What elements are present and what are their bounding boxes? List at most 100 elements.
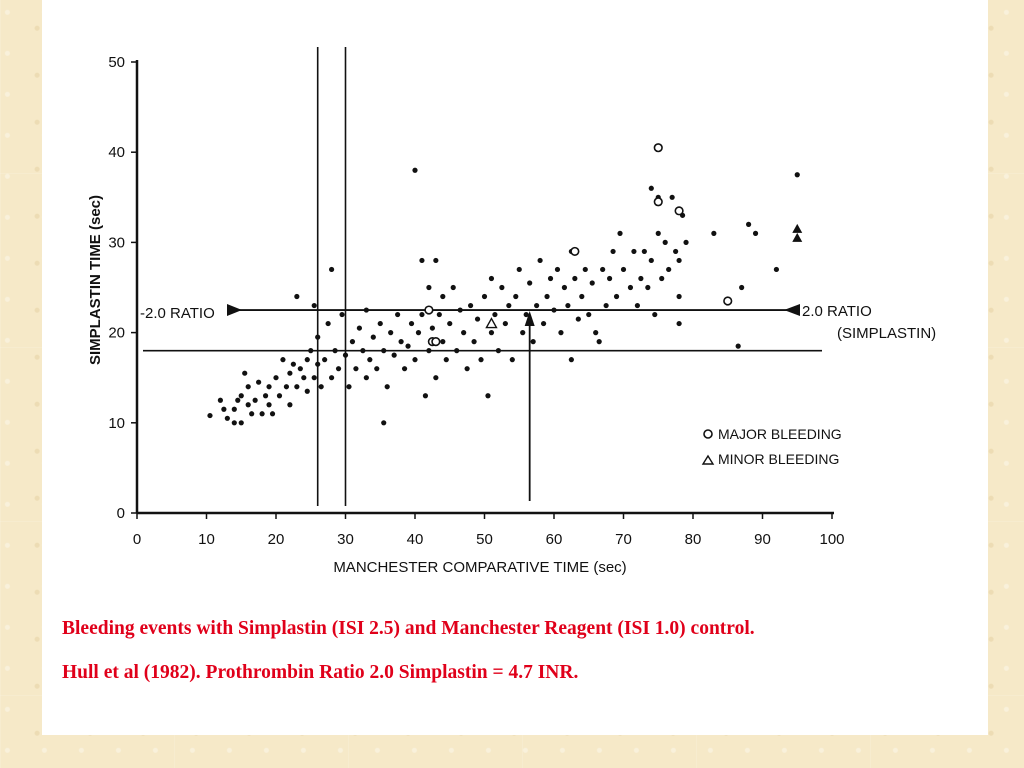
x-tick-label: 100 — [819, 531, 844, 548]
data-point-dot — [283, 384, 290, 390]
data-point-dot — [474, 316, 481, 322]
data-point-dot — [464, 366, 470, 372]
x-tick-label: 50 — [476, 531, 493, 548]
data-point-dot — [231, 406, 237, 412]
x-tick-label: 90 — [754, 531, 771, 548]
data-point-dot — [676, 320, 682, 327]
data-point-dot — [342, 352, 349, 358]
data-point-dot — [673, 248, 679, 255]
data-point-dot — [398, 339, 404, 345]
data-point-dot — [659, 275, 665, 282]
slide-panel: 0 10 20 30 40 50 60 70 80 90 100 0 10 20 30 40 50 MANCHE… — [42, 0, 988, 735]
data-point-dot — [266, 402, 272, 408]
data-point-dot — [301, 375, 307, 381]
data-point-dot — [353, 366, 359, 372]
data-point-dot — [419, 311, 425, 318]
data-point-dot — [523, 311, 529, 318]
y-tick-label: 20 — [108, 325, 125, 342]
data-point-dot — [322, 357, 328, 363]
data-point-dot — [329, 266, 335, 273]
data-point-dot — [506, 302, 512, 309]
data-point-dot — [217, 397, 223, 403]
data-point-dot — [276, 393, 283, 399]
chart-axes: 0 10 20 30 40 50 60 70 80 90 100 0 10 20 30 40 50 — [108, 54, 844, 548]
ratio-arrow-left — [227, 304, 242, 317]
data-point-major-bleeding — [723, 296, 733, 306]
data-point-dot — [433, 257, 439, 264]
x-axis-label: MANCHESTER COMPARATIVE TIME (sec) — [333, 559, 626, 576]
data-point-dot — [558, 330, 564, 336]
data-point-dot — [280, 357, 286, 363]
data-point-dot — [224, 415, 230, 421]
data-point-dot — [502, 320, 508, 327]
data-point-dot — [318, 384, 324, 390]
legend-minor-label: MINOR BLEEDING — [718, 451, 839, 467]
x-tick-label: 40 — [407, 531, 424, 548]
data-point-dot — [520, 330, 526, 336]
data-point-dot — [662, 239, 668, 245]
data-point-dot — [287, 402, 293, 408]
data-point-dot — [627, 284, 634, 291]
data-point-dot — [711, 230, 717, 236]
data-point-major-bleeding — [570, 246, 580, 257]
data-point-dot — [610, 248, 616, 255]
ratio-arrow-right — [784, 304, 800, 317]
data-point-dot — [568, 357, 574, 363]
data-point-dot — [436, 311, 442, 318]
data-point-dot — [572, 275, 578, 282]
data-point-dot — [245, 384, 251, 390]
data-point-dot — [593, 330, 599, 336]
data-point-dot — [332, 348, 338, 354]
x-tick-label: 20 — [268, 531, 285, 548]
data-point-triangle — [792, 232, 803, 242]
data-point-dot — [440, 339, 446, 345]
data-point-dot — [363, 375, 369, 381]
data-point-dot — [429, 325, 435, 331]
data-point-dot — [589, 280, 595, 286]
data-point-dot — [238, 393, 244, 399]
data-point-dot — [335, 366, 342, 372]
x-tick-label: 0 — [133, 531, 141, 548]
data-point-dot — [294, 293, 300, 300]
data-point-major-bleeding — [674, 206, 684, 216]
data-point-dot — [607, 275, 613, 282]
data-point-dot — [269, 411, 276, 417]
data-point-dot — [620, 266, 627, 273]
y-tick-label: 50 — [108, 54, 125, 71]
legend-minor-marker — [701, 454, 715, 465]
data-point-dot — [249, 411, 255, 417]
data-point-dot — [315, 334, 321, 340]
data-point-dot — [395, 311, 401, 318]
right-ratio-sublabel: (SIMPLASTIN) — [837, 325, 936, 342]
data-point-dot — [739, 284, 745, 291]
data-point-dot — [245, 402, 251, 408]
data-point-dot — [634, 302, 641, 309]
y-tick-label: 0 — [117, 505, 125, 522]
data-point-dot — [360, 348, 366, 354]
data-point-dot — [287, 370, 293, 376]
data-point-major-bleeding — [424, 305, 434, 315]
data-point-dot — [370, 334, 376, 340]
x-tick-label: 70 — [615, 531, 632, 548]
data-point-major-bleeding — [653, 143, 663, 153]
data-point-dot — [381, 348, 387, 354]
data-point-major-bleeding — [431, 337, 441, 347]
data-point-dot — [752, 230, 759, 236]
data-point-dot — [509, 357, 515, 363]
data-point-dot — [488, 275, 495, 282]
data-point-dot — [454, 348, 460, 354]
data-point-dot — [297, 366, 303, 372]
data-point-dot — [426, 284, 432, 291]
data-point-dot — [773, 266, 780, 273]
data-point-dot — [461, 330, 467, 336]
data-point-dot — [426, 348, 432, 354]
data-point-dot — [513, 293, 519, 300]
x-tick-label: 30 — [337, 531, 354, 548]
data-point-dot — [450, 284, 456, 291]
data-point-dot — [676, 293, 682, 300]
data-point-dot — [617, 230, 623, 236]
data-point-dot — [440, 293, 446, 300]
data-point-dot — [596, 339, 602, 345]
data-point-dot — [311, 375, 317, 381]
data-point-dot — [648, 185, 654, 191]
